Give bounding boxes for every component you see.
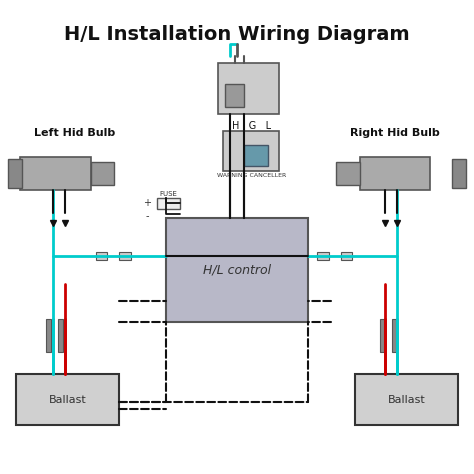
Bar [392,319,396,353]
Bar [58,319,63,353]
Bar [452,159,465,188]
Bar [46,319,51,353]
Bar [341,252,353,260]
Bar [336,162,359,185]
Bar [355,374,458,426]
Text: -: - [146,211,149,221]
Bar [157,198,181,209]
Text: Ballast: Ballast [48,394,86,405]
Text: H/L control: H/L control [203,264,271,276]
Bar [244,145,268,166]
Text: Ballast: Ballast [388,394,426,405]
Text: Left Hid Bulb: Left Hid Bulb [35,128,116,138]
Bar [119,252,131,260]
Text: +: + [144,198,152,208]
Bar [359,157,430,190]
Bar [225,84,244,108]
Bar [317,252,329,260]
Bar [9,159,22,188]
Bar [16,374,119,426]
Bar [20,157,91,190]
Bar [96,252,108,260]
Bar [166,218,308,322]
Bar [380,319,384,353]
Bar [91,162,115,185]
Text: Right Hid Bulb: Right Hid Bulb [350,128,439,138]
Text: FUSE: FUSE [160,191,178,197]
Text: WARNING CANCELLER: WARNING CANCELLER [217,173,286,178]
Text: H   G   L: H G L [232,121,271,131]
Bar [223,131,279,171]
Text: H/L Installation Wiring Diagram: H/L Installation Wiring Diagram [64,25,410,44]
Bar [218,63,279,115]
